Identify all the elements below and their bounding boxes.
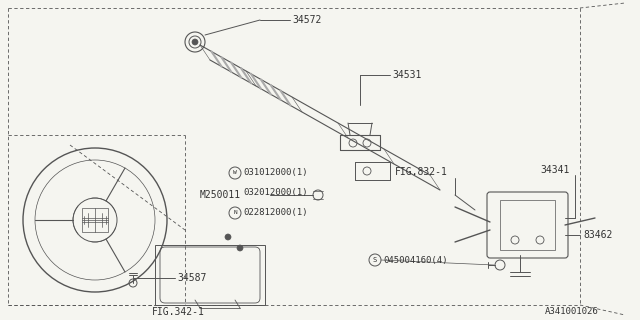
Text: 022812000(1): 022812000(1) bbox=[243, 209, 307, 218]
Text: 34587: 34587 bbox=[177, 273, 206, 283]
Text: FIG.342-1: FIG.342-1 bbox=[152, 307, 204, 317]
Circle shape bbox=[192, 39, 198, 45]
Text: 045004160(4): 045004160(4) bbox=[383, 255, 447, 265]
Text: 83462: 83462 bbox=[583, 230, 612, 240]
Bar bbox=[155, 245, 265, 305]
Text: M250011: M250011 bbox=[200, 190, 241, 200]
Text: 34531: 34531 bbox=[392, 70, 421, 80]
Text: S: S bbox=[373, 257, 377, 263]
Text: 032012000(1): 032012000(1) bbox=[243, 188, 307, 197]
Bar bbox=[82, 208, 108, 232]
Text: FIG.832-1: FIG.832-1 bbox=[395, 167, 448, 177]
Circle shape bbox=[237, 245, 243, 251]
Circle shape bbox=[225, 234, 231, 240]
Text: 34341: 34341 bbox=[540, 165, 570, 175]
Bar bbox=[500, 200, 555, 250]
Text: N: N bbox=[233, 211, 237, 215]
Text: 34572: 34572 bbox=[292, 15, 321, 25]
Text: 031012000(1): 031012000(1) bbox=[243, 169, 307, 178]
Text: A341001026: A341001026 bbox=[545, 308, 599, 316]
Text: W: W bbox=[233, 171, 237, 175]
